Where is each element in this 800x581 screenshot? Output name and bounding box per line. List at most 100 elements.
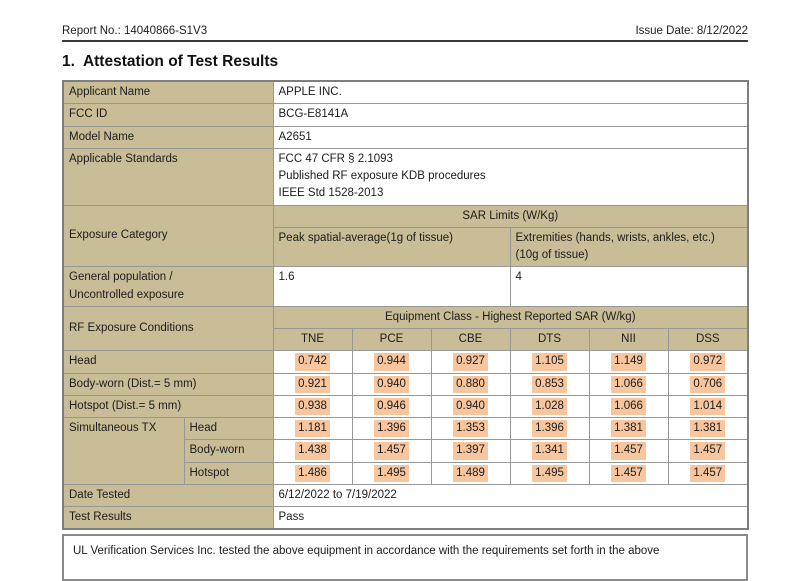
sar-value-cell: 1.489 [430, 461, 511, 485]
extremities-limit-value: 4 [509, 266, 749, 307]
row-simultaneous-head: Simultaneous TX Head 1.181 1.396 1.353 1… [62, 416, 749, 485]
sar-value: 1.457 [690, 464, 726, 482]
sar-value-cell: 1.495 [351, 461, 432, 485]
sar-value-cell: 0.946 [351, 394, 432, 419]
row-body-worn: Body-worn (Dist.= 5 mm) 0.921 0.940 0.88… [62, 372, 749, 396]
sar-value-cell: 0.940 [430, 394, 511, 419]
column-header-nii: NII [588, 327, 669, 352]
sar-value-cell: 1.014 [667, 394, 749, 419]
sar-value-cell: 0.972 [667, 350, 749, 374]
date-tested-label: Date Tested [62, 483, 274, 508]
sar-value-cell: 1.066 [588, 394, 669, 419]
peak-spatial-average-label: Peak spatial-average(1g of tissue) [272, 226, 511, 268]
sar-value: 1.438 [295, 442, 330, 460]
equipment-class-title: Equipment Class - Highest Reported SAR (… [272, 305, 749, 330]
sar-value: 1.396 [374, 420, 409, 438]
column-header-cbe: CBE [430, 327, 511, 352]
row-sar-limits-columns: Peak spatial-average(1g of tissue) Extre… [63, 226, 749, 268]
fcc-id-label: FCC ID [62, 103, 274, 127]
sar-value: 0.940 [374, 375, 409, 393]
section-number: 1. [62, 53, 75, 70]
sar-value: 1.149 [611, 353, 646, 371]
model-name-value: A2651 [272, 125, 749, 149]
issue-date: Issue Date: 8/12/2022 [635, 25, 748, 37]
head-label: Head [62, 350, 274, 374]
body-worn-label: Body-worn (Dist.= 5 mm) [62, 372, 274, 396]
sar-value-cell: 1.149 [588, 350, 669, 374]
sar-value: 0.853 [532, 375, 567, 393]
sar-value: 0.927 [453, 353, 488, 371]
sar-value: 1.014 [690, 397, 726, 415]
applicable-standards-value: FCC 47 CFR § 2.1093 Published RF exposur… [272, 147, 749, 206]
sar-value-cell: 0.938 [272, 394, 353, 419]
simultaneous-head-label: Head [183, 416, 274, 441]
model-name-label: Model Name [62, 125, 274, 149]
hotspot-label: Hotspot (Dist.= 5 mm) [62, 394, 274, 419]
row-general-population: General population / Uncontrolled exposu… [62, 266, 749, 307]
sar-value: 0.944 [374, 353, 409, 371]
sar-value: 0.940 [453, 397, 488, 415]
sar-value-cell: 1.457 [588, 439, 669, 463]
sar-value-cell: 1.028 [509, 394, 590, 419]
general-population-line-1: General population / [69, 271, 173, 284]
sar-value: 1.457 [611, 442, 646, 460]
sar-value-cell: 0.853 [509, 372, 590, 396]
row-date-tested: Date Tested 6/12/2022 to 7/19/2022 [62, 483, 749, 508]
attestation-note: UL Verification Services Inc. tested the… [62, 534, 748, 581]
exposure-category-label: Exposure Category [62, 204, 274, 268]
section-title: 1. Attestation of Test Results [62, 53, 748, 71]
sar-value: 1.457 [690, 442, 726, 460]
sar-value: 1.495 [532, 464, 567, 482]
column-header-dss: DSS [667, 327, 749, 352]
sar-value: 0.742 [295, 353, 330, 371]
applicant-name-label: Applicant Name [62, 80, 274, 105]
simultaneous-tx-label: Simultaneous TX [62, 417, 185, 485]
sar-value-cell: 0.927 [430, 350, 511, 374]
row-equipment-class-header: RF Exposure Conditions Equipment Class -… [62, 305, 749, 352]
row-applicable-standards: Applicable Standards FCC 47 CFR § 2.1093… [62, 147, 749, 206]
simultaneous-body-worn-label: Body-worn [183, 439, 274, 463]
sar-value-cell: 1.353 [430, 416, 511, 441]
sar-value-cell: 1.457 [351, 439, 432, 463]
simultaneous-hotspot-label: Hotspot [183, 461, 274, 485]
sar-value: 1.457 [374, 442, 409, 460]
sar-value: 1.066 [611, 375, 646, 393]
sar-value-cell: 1.341 [509, 439, 590, 463]
row-test-results: Test Results Pass [62, 506, 749, 530]
sar-value-cell: 0.940 [351, 372, 432, 396]
attestation-table: Applicant Name APPLE INC. FCC ID BCG-E81… [62, 80, 750, 531]
sar-value-cell: 1.181 [272, 416, 353, 441]
sar-value: 1.341 [532, 442, 567, 460]
sar-value-cell: 1.457 [667, 439, 749, 463]
standard-line-2: Published RF exposure KDB procedures [278, 170, 486, 182]
section-title-text: Attestation of Test Results [82, 53, 279, 70]
standard-line-1: FCC 47 CFR § 2.1093 [278, 152, 393, 165]
row-hotspot: Hotspot (Dist.= 5 mm) 0.938 0.946 0.940 … [62, 394, 749, 419]
applicable-standards-label: Applicable Standards [62, 147, 274, 206]
sar-value-cell: 0.706 [667, 372, 749, 396]
document-page: Report No.: 14040866-S1V3 Issue Date: 8/… [62, 0, 750, 581]
sar-value: 1.066 [611, 397, 646, 415]
sar-value-cell: 0.921 [272, 372, 353, 396]
sar-value: 1.397 [453, 442, 488, 460]
sar-value: 1.381 [690, 420, 726, 438]
sar-value-cell: 0.880 [430, 372, 511, 396]
extremities-label: Extremities (hands, wrists, ankles, etc.… [509, 226, 749, 268]
document-header: Report No.: 14040866-S1V3 Issue Date: 8/… [62, 0, 748, 42]
sar-value: 0.921 [295, 375, 330, 393]
sar-value: 0.972 [690, 353, 726, 371]
extremities-label-line-2: (10g of tissue) [515, 249, 589, 261]
row-fcc-id: FCC ID BCG-E8141A [62, 103, 749, 127]
sar-value: 0.946 [374, 397, 409, 415]
column-header-pce: PCE [351, 327, 432, 352]
sar-value-cell: 1.397 [430, 439, 511, 463]
column-header-dts: DTS [509, 327, 590, 352]
sar-value-cell: 1.381 [588, 416, 669, 441]
sar-value-cell: 0.742 [272, 350, 353, 374]
sar-value: 0.880 [453, 375, 488, 393]
sar-value: 1.495 [374, 464, 409, 482]
sar-value-cell: 1.396 [351, 416, 432, 441]
sar-value-cell: 1.105 [509, 350, 590, 374]
sar-value-cell: 1.457 [588, 461, 669, 485]
sar-value: 1.489 [453, 464, 488, 482]
